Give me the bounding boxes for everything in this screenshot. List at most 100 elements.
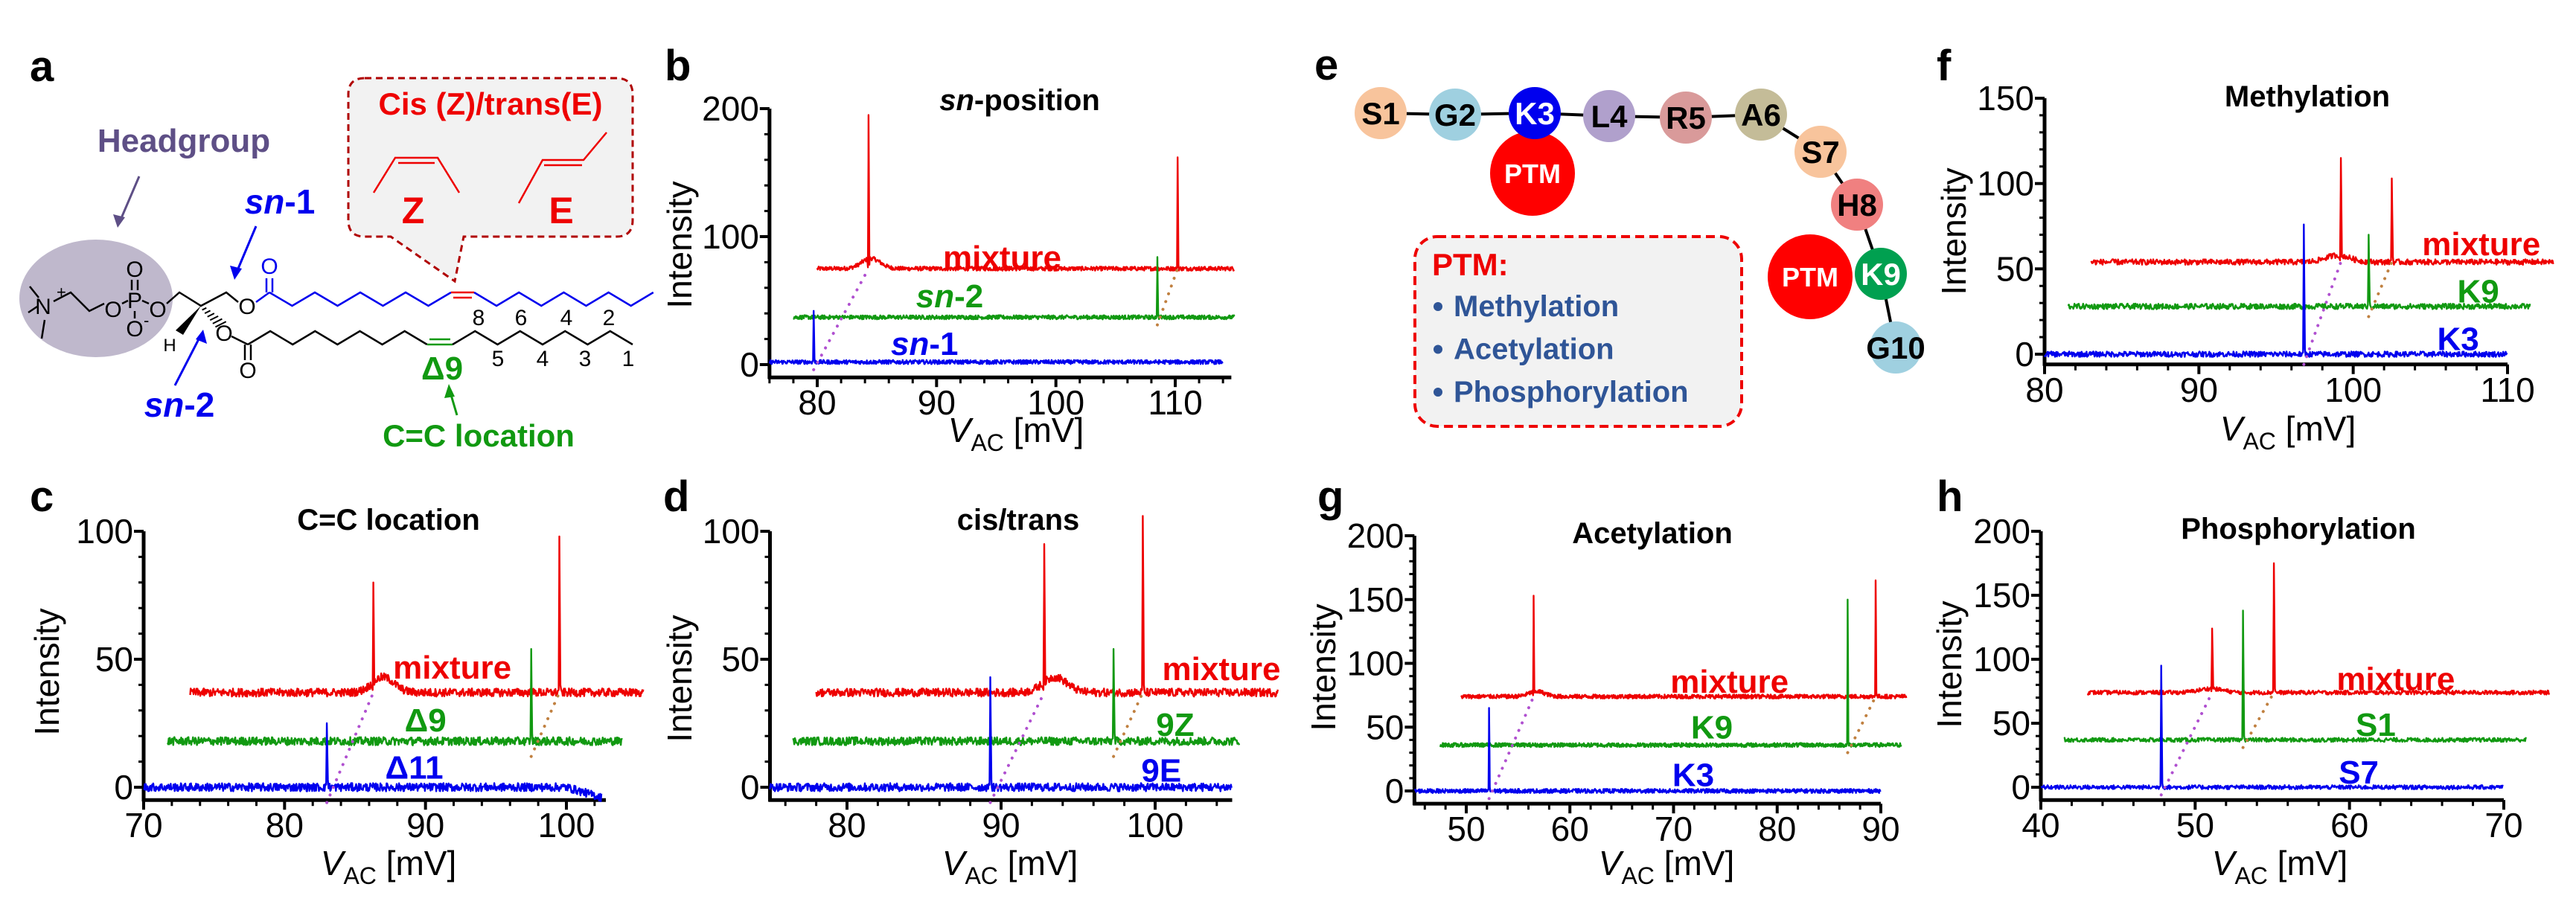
y-axis-label: Intensity xyxy=(660,615,699,742)
panel-label-f: f xyxy=(1937,42,1952,90)
z-label: Z xyxy=(402,190,425,231)
chart-c: 70 80 90 100 0 50 100 C=C location Intensity VAC … xyxy=(28,504,645,889)
bond xyxy=(53,291,105,313)
x-tick-label: 100 xyxy=(2324,371,2382,409)
series-line-9E xyxy=(769,676,1233,792)
chart-title: C=C location xyxy=(297,504,480,536)
series-label: mixture xyxy=(1670,664,1789,700)
y-axis-label: Intensity xyxy=(660,181,699,308)
chart-title: Methylation xyxy=(2225,80,2390,113)
sn2-chain xyxy=(452,330,633,346)
cis-bond-icon xyxy=(372,156,461,193)
arrowhead-icon xyxy=(230,266,242,280)
charge-plus: + xyxy=(57,283,66,301)
label-italic-part: sn xyxy=(939,84,974,117)
series-label: mixture xyxy=(393,650,511,686)
x-axis-label: VAC [mV] xyxy=(2220,409,2356,455)
x-tick-label: 80 xyxy=(1758,810,1796,848)
series-label: S7 xyxy=(2339,754,2379,791)
series-label: 9Z xyxy=(1156,707,1194,743)
hashed-wedge xyxy=(204,310,211,315)
ptm-badge xyxy=(1490,131,1575,216)
x-axis-label-var: V xyxy=(948,411,974,449)
ptm-legend-list: Methylation Acetylation Phosphorylation xyxy=(1434,290,1689,408)
series-label: sn-2 xyxy=(916,278,983,315)
carbon-number: 4 xyxy=(560,306,573,330)
residue-label: L4 xyxy=(1591,99,1628,134)
series-label: K3 xyxy=(2438,321,2479,357)
ptm-badge-label: PTM xyxy=(1782,262,1838,292)
x-tick-label: 100 xyxy=(1127,806,1184,845)
cc-location-label: C=C location xyxy=(383,418,575,453)
panel-label-g: g xyxy=(1317,472,1343,521)
y-tick-label: 0 xyxy=(114,768,133,807)
x-tick-label: 80 xyxy=(798,383,836,422)
sn1-chain xyxy=(473,291,654,307)
y-tick-label: 0 xyxy=(740,345,759,384)
carbon-number: 8 xyxy=(473,306,485,330)
lipid-structure-diagram: Headgroup sn-1 sn-2 Cis (Z)/trans(E) Z E… xyxy=(19,77,654,453)
x-axis-label-sub: AC xyxy=(2243,428,2275,455)
panel-label-b: b xyxy=(665,42,691,90)
x-tick-label: 80 xyxy=(2025,371,2063,409)
series-label: sn-1 xyxy=(891,326,958,362)
x-axis-label-sub: AC xyxy=(1621,862,1654,889)
peptide-diagram: PTM PTM S1 G2 K3 L4 R5 A6 S7 H8 K9 G10 PTM: Methyla… xyxy=(1355,87,1925,428)
series-line-Δ11 xyxy=(143,722,603,802)
x-tick-label: 90 xyxy=(406,806,444,845)
series-line-mixture xyxy=(1460,579,1908,699)
atom-o: O xyxy=(126,317,143,342)
series-label: K9 xyxy=(1691,710,1733,746)
x-axis-label: VAC [mV] xyxy=(2212,844,2348,889)
x-axis-label: VAC [mV] xyxy=(942,844,1078,889)
carbon-number: 5 xyxy=(492,347,505,371)
chart-f: 80 90 100 110 0 50 100 150 Methylation Intensity V… xyxy=(1934,79,2554,455)
e-label: E xyxy=(549,190,573,231)
y-tick-label: 100 xyxy=(1347,644,1404,683)
chart-title: sn-position xyxy=(939,84,1100,117)
x-tick-label: 40 xyxy=(2022,806,2059,845)
x-tick-label: 80 xyxy=(828,806,866,845)
residue-label: G2 xyxy=(1434,97,1476,132)
x-axis-label-unit: [mV] xyxy=(1655,844,1734,882)
headgroup-highlight xyxy=(19,240,173,357)
x-axis-label-unit: [mV] xyxy=(998,844,1078,882)
sn2-arrow xyxy=(173,334,202,386)
ptm-badge xyxy=(1768,234,1853,319)
x-axis-label-var: V xyxy=(321,844,347,882)
series-line-K3 xyxy=(2043,223,2508,358)
x-tick-label: 90 xyxy=(1861,810,1899,848)
x-axis-label-var: V xyxy=(2212,844,2238,882)
residue-label: A6 xyxy=(1741,97,1781,132)
series-line-mixture xyxy=(189,535,645,698)
series-line-K9 xyxy=(2067,234,2531,310)
bullet-icon xyxy=(1434,388,1442,397)
carbon-number: 6 xyxy=(515,306,528,330)
residue-r5 xyxy=(1660,92,1712,144)
x-tick-label: 50 xyxy=(2176,806,2214,845)
residue-label: K9 xyxy=(1861,257,1901,292)
x-axis-label-var: V xyxy=(1599,844,1625,882)
y-axis-label: Intensity xyxy=(1934,167,1973,295)
residue-label: G10 xyxy=(1866,330,1925,365)
residue-g10 xyxy=(1870,321,1922,374)
bullet-icon xyxy=(1434,302,1442,311)
panel-label-c: c xyxy=(30,472,54,521)
series-line-sn-1 xyxy=(768,310,1224,365)
peak-shift-connector xyxy=(2367,260,2394,318)
series-label: K3 xyxy=(1672,757,1714,794)
sn1-chain xyxy=(269,291,452,307)
x-tick-label: 70 xyxy=(1655,810,1693,848)
bullet-icon xyxy=(1434,345,1442,354)
bond xyxy=(231,335,249,346)
residue-label: S7 xyxy=(1801,135,1839,170)
series-label: K9 xyxy=(2457,274,2499,310)
x-tick-label: 90 xyxy=(918,383,956,422)
ptm-legend-item: Acetylation xyxy=(1454,333,1614,366)
residue-s1 xyxy=(1355,87,1407,139)
delta9-label: Δ9 xyxy=(421,350,463,387)
sn1-arrow xyxy=(234,225,258,275)
y-tick-label: 100 xyxy=(1977,164,2034,203)
x-axis-label-var: V xyxy=(2220,409,2246,448)
series-label: mixture xyxy=(943,240,1061,276)
